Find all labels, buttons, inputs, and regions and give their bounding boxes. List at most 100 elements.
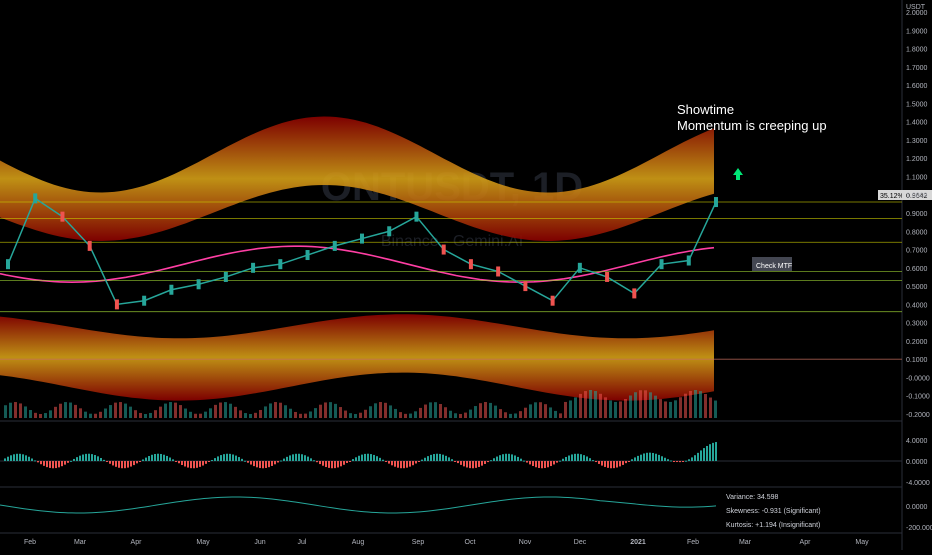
osc-bar [217, 456, 219, 461]
y-tick-label: 1.2000 [906, 156, 928, 163]
osc-bar [61, 461, 63, 467]
volume-bar [119, 402, 122, 418]
osc-bar [667, 459, 669, 461]
volume-bar [574, 397, 577, 418]
osc-y-tick: -4.0000 [906, 480, 930, 487]
osc-bar [703, 448, 705, 461]
volume-bar [4, 405, 7, 418]
osc-bar [388, 461, 390, 464]
osc-bar [76, 457, 78, 461]
osc-bar [709, 444, 711, 461]
osc-bar [658, 454, 660, 461]
osc-bar [649, 452, 651, 461]
volume-bar [569, 400, 572, 418]
osc-bar [613, 461, 615, 469]
osc-bar [676, 461, 678, 463]
osc-bar [370, 454, 372, 461]
osc-bar [364, 453, 366, 461]
stat-kurtosis: Kurtosis: +1.194 (Insignificant) [726, 522, 820, 529]
osc-bar [247, 461, 249, 463]
osc-bar [373, 454, 375, 461]
osc-bar [463, 461, 465, 467]
volume-bar [479, 403, 482, 418]
osc-bar [88, 453, 90, 461]
osc-bar [337, 461, 339, 468]
candle [659, 259, 664, 270]
osc-bar [172, 459, 174, 461]
candle [278, 259, 283, 270]
volume-bar [44, 413, 47, 418]
osc-bar [241, 458, 243, 461]
osc-bar [169, 457, 171, 461]
candle [360, 233, 364, 244]
volume-bar [344, 410, 347, 418]
osc-bar [604, 461, 606, 467]
volume-bar [564, 401, 567, 418]
osc-bar [511, 454, 513, 461]
candle [387, 226, 392, 237]
volume-bar [49, 410, 52, 418]
osc-bar [541, 461, 543, 469]
volume-bar [514, 413, 517, 418]
osc-bar [355, 457, 357, 461]
check-mtf-label: Check MTF [756, 263, 792, 270]
volume-bar [464, 412, 467, 418]
osc-bar [193, 461, 195, 469]
osc-bar [121, 461, 123, 469]
osc-bar [208, 461, 210, 462]
volume-bar [679, 397, 682, 418]
osc-bar [472, 461, 474, 469]
volume-bar [64, 402, 67, 418]
y-tick-label: 0.8000 [906, 229, 928, 236]
volume-bar [194, 413, 197, 418]
osc-bar [235, 455, 237, 461]
osc-bar [445, 455, 447, 461]
osc-bar [181, 461, 183, 466]
osc-bar [565, 456, 567, 461]
osc-bar [223, 454, 225, 461]
volume-bar [449, 410, 452, 418]
candle [196, 279, 201, 290]
volume-bar [214, 404, 217, 418]
osc-bar [610, 461, 612, 469]
volume-bar [629, 395, 632, 418]
osc-y-tick: 4.0000 [906, 438, 928, 445]
volume-bar [604, 397, 607, 418]
osc-bar [532, 461, 534, 466]
osc-bar [382, 459, 384, 461]
price-tag-text: 0.9642 [906, 193, 928, 200]
volume-bar [444, 407, 447, 418]
x-tick-label: May [196, 539, 210, 546]
osc-bar [265, 461, 267, 468]
volume-bar [654, 395, 657, 418]
osc-y-tick: 0.0000 [906, 459, 928, 466]
volume-bar [599, 393, 602, 418]
volume-bar [94, 413, 97, 418]
osc-bar [52, 461, 54, 469]
osc-bar [142, 459, 144, 461]
osc-bar [109, 461, 111, 464]
x-tick-label: Apr [800, 539, 812, 546]
osc-bar [319, 461, 321, 465]
osc-bar [454, 461, 456, 462]
osc-bar [238, 457, 240, 461]
osc-bar [706, 445, 708, 461]
volume-bar [54, 406, 57, 418]
candle [33, 193, 38, 204]
osc-bar [529, 461, 531, 465]
osc-bar [115, 461, 117, 467]
osc-bar [691, 457, 693, 461]
volume-bar [519, 411, 522, 418]
y-tick-label: -0.1000 [906, 394, 930, 401]
osc-bar [205, 461, 207, 464]
volume-bar [159, 406, 162, 418]
osc-bar [43, 461, 45, 466]
osc-bar [184, 461, 186, 467]
volume-bar [459, 413, 462, 418]
osc-bar [568, 455, 570, 461]
osc-bar [106, 461, 108, 462]
osc-bar [358, 455, 360, 461]
x-tick-label: Mar [739, 539, 752, 546]
